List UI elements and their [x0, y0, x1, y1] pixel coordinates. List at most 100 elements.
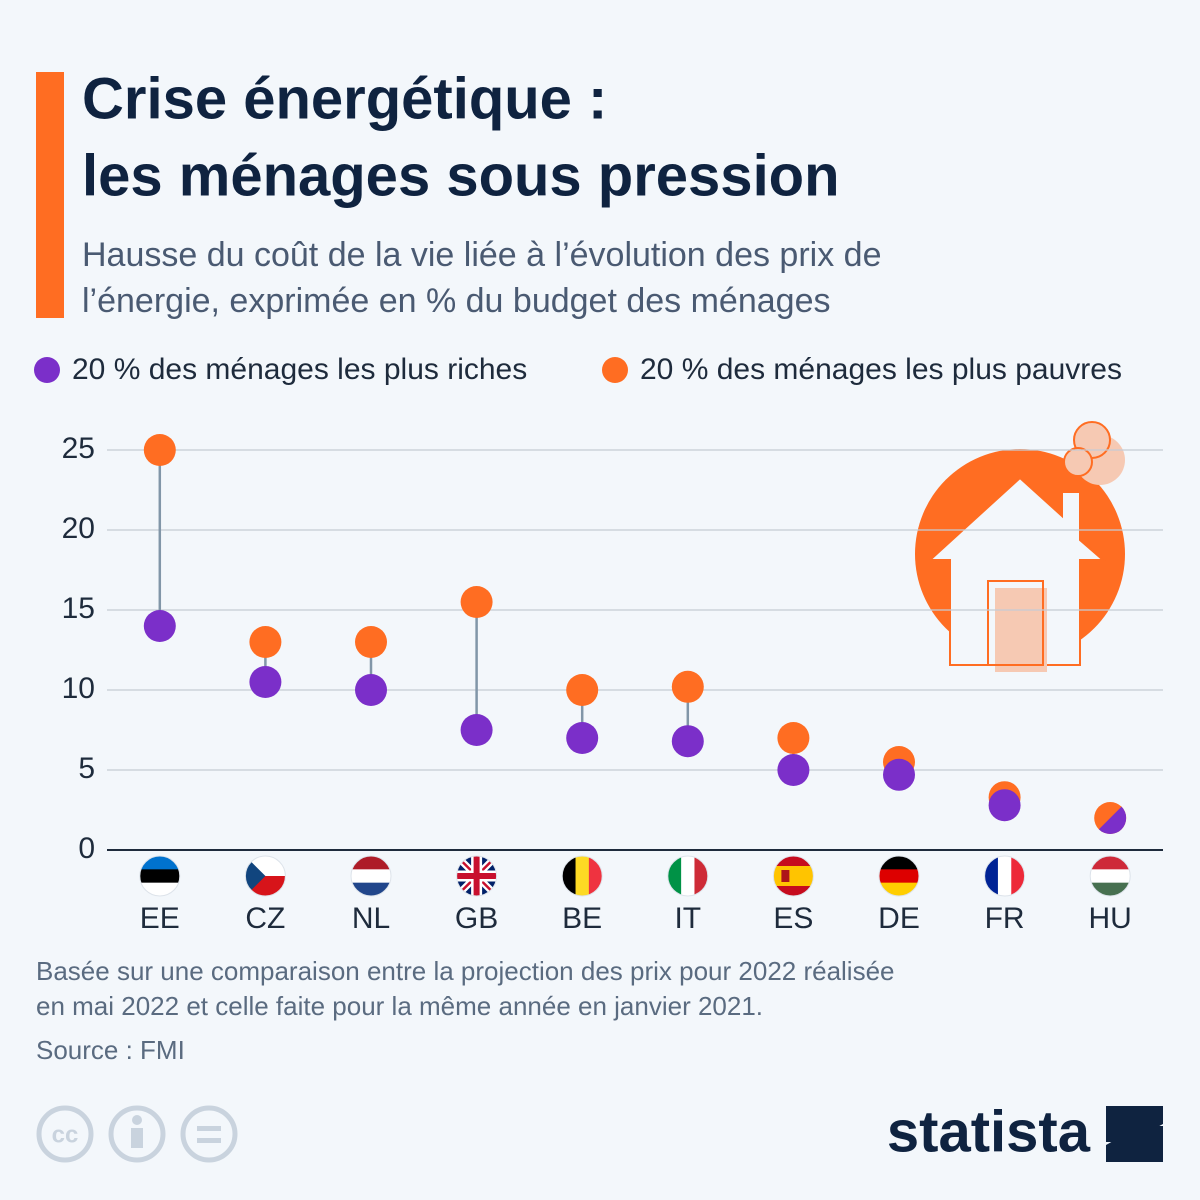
dot-rich — [249, 666, 282, 698]
logo: statista — [887, 1099, 1091, 1164]
dot-rich — [988, 789, 1021, 822]
dot-poor — [460, 586, 493, 618]
flag-border — [667, 855, 709, 897]
dot-poor — [249, 626, 282, 658]
flag-body — [773, 856, 814, 896]
flag-stripe — [351, 869, 391, 884]
flag-border — [350, 855, 392, 897]
flag-stripe — [681, 856, 695, 896]
house-illustration — [915, 421, 1125, 672]
dot-poor — [355, 626, 387, 658]
note: Basée sur une comparaison entre la proje… — [36, 956, 895, 986]
x-tick-label: GB — [455, 902, 498, 935]
flag-stripe — [1011, 856, 1025, 896]
flag — [139, 855, 181, 897]
y-tick-label: 15 — [62, 592, 95, 625]
dot-poor — [671, 670, 704, 703]
flag-stripe — [694, 856, 708, 896]
flag — [456, 855, 498, 897]
y-tick-label: 5 — [78, 752, 95, 785]
flag-body — [562, 856, 603, 896]
flag-border — [1089, 855, 1131, 897]
legend-label: 20 % des ménages les plus riches — [72, 353, 527, 386]
flag-border — [984, 855, 1026, 897]
flag-border — [139, 855, 181, 897]
legend-marker — [34, 357, 60, 383]
flag — [1089, 855, 1131, 897]
license-icon: cc — [52, 1121, 79, 1148]
x-tick-label: ES — [773, 902, 813, 935]
flag-stripe — [667, 856, 682, 896]
flag-cross — [456, 856, 497, 896]
flag — [350, 855, 392, 897]
flag-body — [1090, 856, 1131, 896]
flag-stripe — [139, 882, 180, 896]
flag-body — [879, 856, 919, 896]
x-tick-label: EE — [140, 902, 180, 935]
legend-marker — [602, 357, 628, 383]
x-tick-label: DE — [878, 902, 920, 935]
dot-rich — [777, 754, 810, 786]
flag — [244, 855, 286, 897]
flag-stripe — [997, 856, 1012, 896]
flag-border — [772, 855, 814, 897]
flag-border — [456, 855, 498, 897]
flag-body — [139, 856, 180, 896]
flag-stripe — [1090, 882, 1131, 896]
x-tick-label: CZ — [245, 902, 285, 935]
chart-title: les ménages sous pression — [82, 143, 840, 208]
x-tick-label: NL — [352, 902, 390, 935]
flag-stripe — [139, 869, 180, 884]
flag-body — [245, 856, 286, 896]
accent-bar — [36, 72, 64, 318]
subtitle: Hausse du coût de la vie liée à l’évolut… — [82, 236, 881, 274]
x-tick-label: FR — [985, 902, 1025, 935]
y-tick-label: 25 — [62, 432, 95, 465]
flag-stripe — [562, 856, 577, 896]
flag — [667, 855, 709, 897]
flag — [878, 855, 920, 897]
flag-stripe — [351, 882, 391, 896]
logo-mark — [1106, 1106, 1163, 1162]
y-tick-label: 0 — [78, 832, 95, 865]
flag-stripe — [1090, 869, 1131, 884]
license-icons: cc — [36, 1105, 238, 1163]
flag-stripe — [879, 869, 919, 884]
flag-stripe — [879, 882, 919, 896]
flag-stripe — [139, 856, 180, 870]
flag-border — [244, 855, 286, 897]
dot-rich — [355, 674, 387, 706]
dot-poor — [777, 722, 810, 754]
flag — [984, 855, 1026, 897]
flag-border — [878, 855, 920, 897]
flag-stripe — [773, 866, 814, 886]
dot-rich — [143, 610, 176, 642]
flag-body — [456, 856, 497, 896]
flag-body — [667, 856, 708, 896]
y-tick-label: 10 — [62, 672, 95, 705]
flag — [561, 855, 603, 897]
flag-stripe — [879, 856, 919, 870]
flag-body — [351, 856, 391, 896]
flag-stripe — [1090, 856, 1131, 870]
flag-triangle — [245, 856, 266, 896]
dot-rich — [883, 758, 915, 791]
dot-rich — [671, 725, 704, 758]
x-tick-label: HU — [1089, 902, 1132, 935]
flag-stripe — [588, 856, 603, 896]
dot-poor — [143, 434, 176, 466]
subtitle: l’énergie, exprimée en % du budget des m… — [82, 282, 830, 320]
flag-emblem — [781, 870, 790, 882]
dot-rich — [460, 714, 493, 746]
flag-border — [561, 855, 603, 897]
legend-label: 20 % des ménages les plus pauvres — [640, 353, 1122, 386]
source: Source : FMI — [36, 1035, 185, 1065]
flag-stripe — [984, 856, 999, 896]
flag-body — [984, 856, 1025, 896]
flag-stripe — [575, 856, 590, 896]
chart-title: Crise énergétique : — [82, 66, 607, 131]
x-tick-label: BE — [562, 902, 602, 935]
note: en mai 2022 et celle faite pour la même … — [36, 991, 763, 1021]
flag-stripe — [351, 856, 391, 870]
